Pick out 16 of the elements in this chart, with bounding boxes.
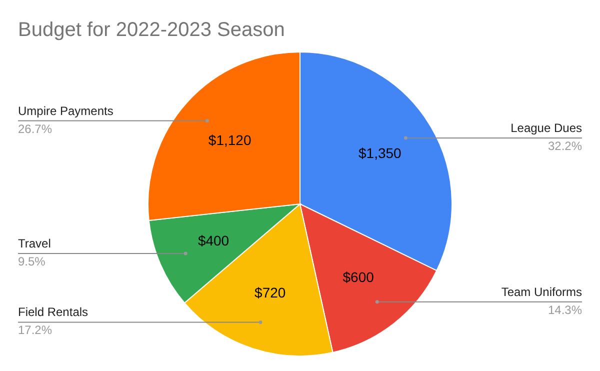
text: 17.2% <box>18 323 52 338</box>
slice-label: Field Rentals <box>18 305 88 320</box>
data-label: $1,120 <box>208 132 252 148</box>
data-label: $400 <box>198 232 230 248</box>
chart-title: Budget for 2022-2023 Season <box>18 19 285 41</box>
slice-label: League Dues <box>510 120 582 135</box>
slice-label: Team Uniforms <box>501 284 582 299</box>
slice-label: Umpire Payments <box>18 104 114 118</box>
slice-label: Travel <box>18 236 51 251</box>
text: 14.3% <box>548 302 582 317</box>
data-label: $720 <box>254 284 286 300</box>
data-label: $1,350 <box>358 145 402 162</box>
text: 9.5% <box>18 254 46 269</box>
data-label: $600 <box>342 269 374 286</box>
text: 26.7% <box>18 122 52 136</box>
text: 32.2% <box>548 138 582 153</box>
